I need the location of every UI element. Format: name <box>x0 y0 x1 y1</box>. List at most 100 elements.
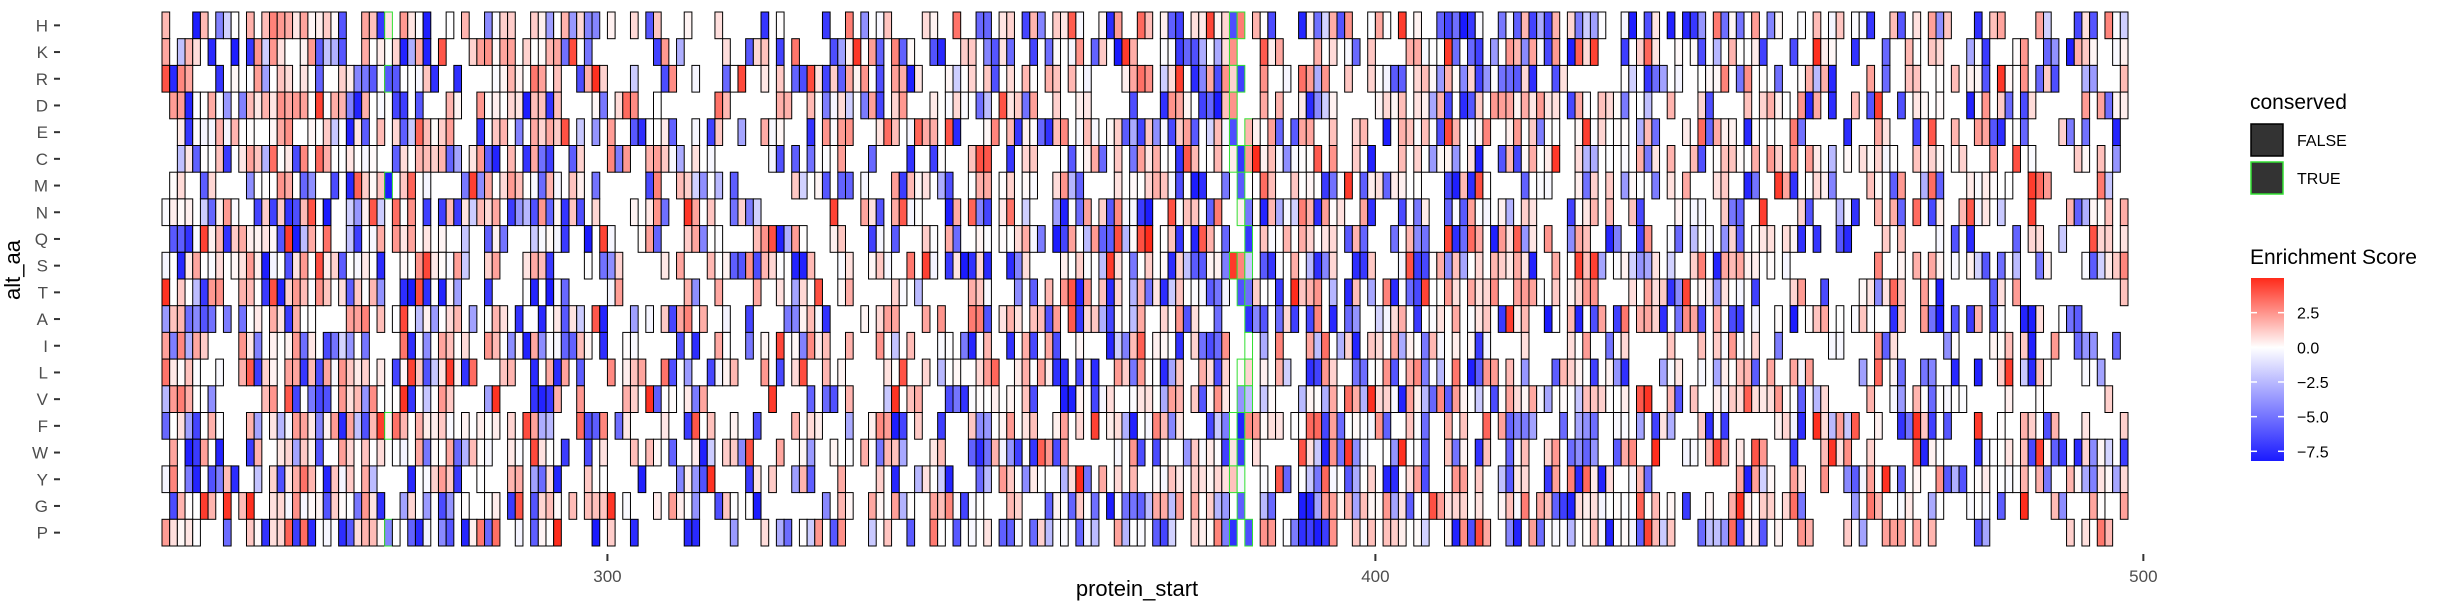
heatmap-cell <box>1321 465 1330 494</box>
heatmap-cell <box>1367 331 1376 360</box>
heatmap-cell <box>215 198 224 227</box>
heatmap-cell <box>1574 465 1584 494</box>
heatmap-cell <box>1006 492 1015 520</box>
heatmap-cell <box>1505 11 1515 40</box>
heatmap-cell <box>606 118 616 147</box>
heatmap-cell <box>330 38 340 66</box>
heatmap-cell <box>1904 64 1914 93</box>
heatmap-cell <box>1528 518 1538 547</box>
heatmap-cell <box>1228 465 1238 494</box>
heatmap-cell <box>1536 11 1545 40</box>
heatmap-cell <box>722 91 731 120</box>
heatmap-cell <box>1444 38 1453 66</box>
heatmap-cell <box>1659 358 1668 387</box>
heatmap-cell <box>2089 465 2098 494</box>
heatmap-cell <box>1344 278 1353 307</box>
heatmap-cell <box>2019 118 2029 147</box>
heatmap-cell <box>745 38 754 66</box>
heatmap-cell <box>1467 91 1476 120</box>
heatmap-cell <box>1712 171 1722 200</box>
heatmap-cell <box>1720 11 1730 40</box>
heatmap-cell <box>1259 64 1269 93</box>
y-tick-label: W <box>32 444 48 463</box>
heatmap-cell <box>1236 438 1246 467</box>
heatmap-cell <box>537 465 547 494</box>
heatmap-cell <box>322 331 332 360</box>
heatmap-cell <box>1804 64 1814 93</box>
heatmap-cell <box>245 278 255 307</box>
heatmap-cell <box>983 251 992 280</box>
heatmap-cell <box>1213 278 1223 307</box>
heatmap-cell <box>238 358 247 387</box>
heatmap-cell <box>1113 171 1123 200</box>
heatmap-cell <box>1428 305 1438 333</box>
heatmap-cell <box>315 145 324 173</box>
heatmap-cell <box>184 225 194 253</box>
heatmap-cell <box>1712 118 1722 147</box>
heatmap-cell <box>1812 38 1822 66</box>
heatmap-cell <box>307 198 317 227</box>
heatmap-cell <box>629 358 639 387</box>
heatmap-cell <box>1474 305 1484 333</box>
heatmap-cell <box>307 412 317 440</box>
heatmap-cell <box>284 225 294 253</box>
heatmap-cell <box>391 518 401 547</box>
heatmap-cell <box>1275 118 1284 147</box>
heatmap-cell <box>1520 11 1530 40</box>
y-tick-label: C <box>36 150 48 169</box>
heatmap-cell <box>1060 358 1069 387</box>
heatmap-cell <box>653 145 662 173</box>
heatmap-cell <box>1835 438 1845 467</box>
heatmap-cell <box>1766 145 1776 173</box>
y-tick-label: A <box>37 310 49 329</box>
heatmap-cell <box>476 518 486 547</box>
heatmap-cell <box>1566 278 1576 307</box>
heatmap-cell <box>1436 331 1446 360</box>
heatmap-cell <box>1697 145 1707 173</box>
heatmap-cell <box>1451 278 1461 307</box>
heatmap-cell <box>1666 171 1676 200</box>
heatmap-cell <box>576 358 585 387</box>
heatmap-cell <box>1505 118 1515 147</box>
heatmap-cell <box>361 278 370 307</box>
heatmap-cell <box>891 198 900 227</box>
heatmap-cell <box>1566 225 1576 253</box>
heatmap-cell <box>1198 251 1207 280</box>
heatmap-cell <box>1213 38 1223 66</box>
heatmap-cell <box>1298 438 1307 467</box>
heatmap-cell <box>2096 358 2106 387</box>
heatmap-cell <box>1605 198 1614 227</box>
heatmap-cell <box>407 118 416 147</box>
heatmap-cell <box>1198 278 1207 307</box>
heatmap-cell <box>791 64 800 93</box>
heatmap-cell <box>844 118 854 147</box>
heatmap-cell <box>1874 465 1883 494</box>
heatmap-cell <box>898 91 908 120</box>
heatmap-cell <box>1275 358 1284 387</box>
heatmap-cell <box>1720 278 1730 307</box>
heatmap-cell <box>1966 305 1975 333</box>
heatmap-cell <box>1244 251 1254 280</box>
heatmap-cell <box>745 198 754 227</box>
heatmap-cell <box>1881 38 1891 66</box>
heatmap-cell <box>1866 385 1876 413</box>
heatmap-cell <box>1159 305 1169 333</box>
heatmap-cell <box>169 465 178 494</box>
heatmap-cell <box>1520 438 1530 467</box>
heatmap-cell <box>1228 251 1238 280</box>
heatmap-cell <box>1612 412 1622 440</box>
heatmap-cell <box>929 118 939 147</box>
heatmap-cell <box>1328 438 1338 467</box>
heatmap-cell <box>960 38 969 66</box>
heatmap-cell <box>1789 305 1799 333</box>
heatmap-cell <box>606 492 616 520</box>
heatmap-cell <box>445 438 455 467</box>
heatmap-cell <box>453 358 463 387</box>
heatmap-cell <box>1121 331 1131 360</box>
heatmap-cell <box>553 518 562 547</box>
heatmap-cell <box>507 492 516 520</box>
heatmap-cell <box>944 465 954 494</box>
heatmap-cell <box>1620 438 1630 467</box>
heatmap-cell <box>2004 331 2014 360</box>
heatmap-cell <box>1428 38 1438 66</box>
